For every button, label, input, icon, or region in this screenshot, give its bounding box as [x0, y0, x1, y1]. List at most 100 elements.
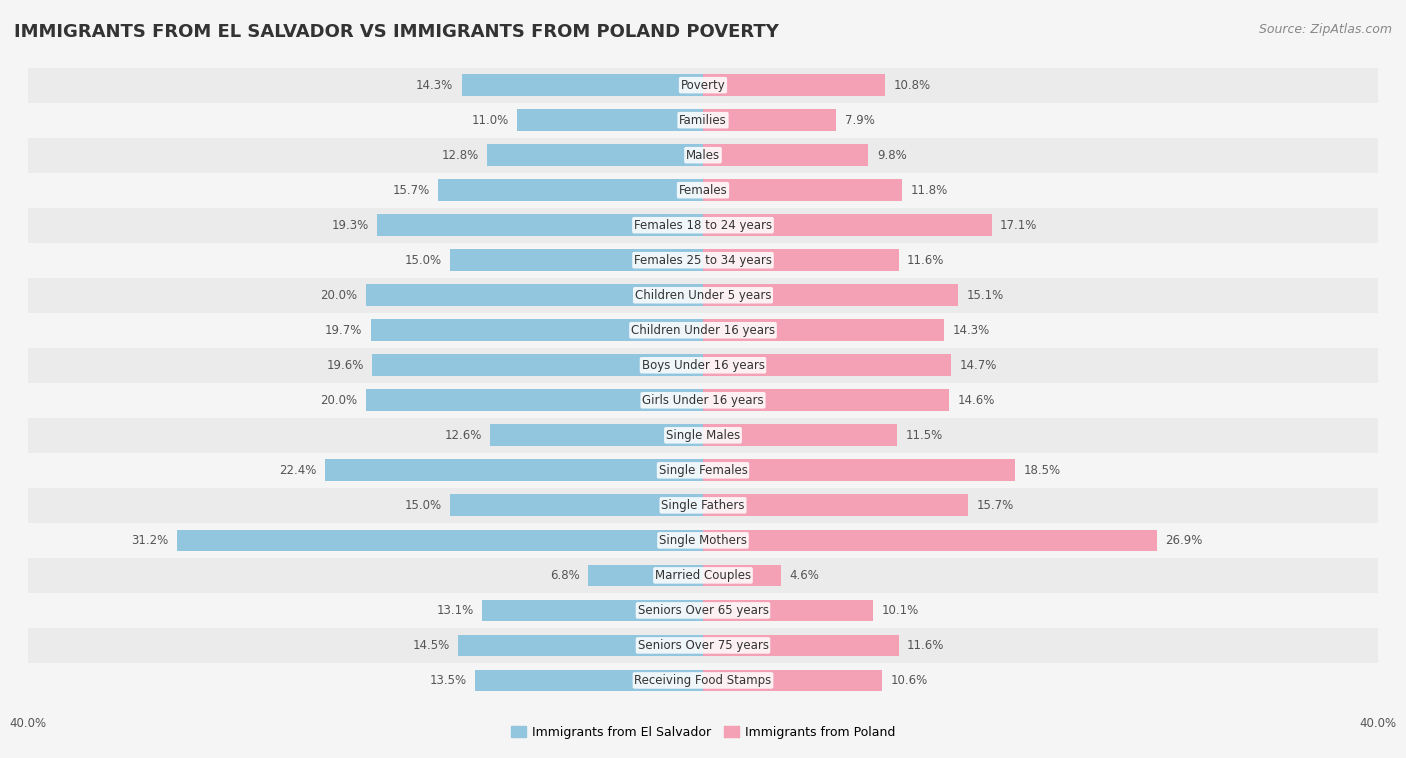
Text: Poverty: Poverty: [681, 79, 725, 92]
Bar: [703, 530, 1157, 551]
Bar: [28, 277, 1378, 313]
Text: 14.6%: 14.6%: [957, 394, 995, 407]
Bar: [703, 459, 1015, 481]
Bar: [28, 558, 1378, 593]
Bar: [703, 109, 837, 131]
Bar: [28, 663, 1378, 698]
Bar: [703, 249, 898, 271]
Bar: [28, 243, 1378, 277]
Text: 20.0%: 20.0%: [321, 289, 357, 302]
Text: 15.0%: 15.0%: [405, 254, 441, 267]
Text: Families: Families: [679, 114, 727, 127]
Bar: [28, 453, 1378, 488]
Text: 15.1%: 15.1%: [966, 289, 1004, 302]
Bar: [28, 67, 1378, 102]
Text: Seniors Over 65 years: Seniors Over 65 years: [637, 604, 769, 617]
Bar: [491, 424, 703, 446]
Bar: [366, 390, 703, 411]
Text: 20.0%: 20.0%: [321, 394, 357, 407]
Text: 19.7%: 19.7%: [325, 324, 363, 337]
Bar: [703, 390, 949, 411]
Text: 10.8%: 10.8%: [894, 79, 931, 92]
Text: Single Females: Single Females: [658, 464, 748, 477]
Text: 14.7%: 14.7%: [959, 359, 997, 371]
Text: 6.8%: 6.8%: [550, 569, 579, 582]
Text: 19.6%: 19.6%: [326, 359, 364, 371]
Text: 17.1%: 17.1%: [1000, 219, 1038, 232]
Bar: [703, 600, 873, 622]
Bar: [28, 418, 1378, 453]
Text: 15.7%: 15.7%: [392, 183, 430, 196]
Bar: [28, 383, 1378, 418]
Bar: [373, 355, 703, 376]
Text: 15.0%: 15.0%: [405, 499, 441, 512]
Bar: [703, 424, 897, 446]
Text: Females: Females: [679, 183, 727, 196]
Text: Females 18 to 24 years: Females 18 to 24 years: [634, 219, 772, 232]
Bar: [703, 284, 957, 306]
Text: 11.8%: 11.8%: [911, 183, 948, 196]
Bar: [439, 180, 703, 201]
Text: 18.5%: 18.5%: [1024, 464, 1060, 477]
Bar: [28, 173, 1378, 208]
Text: 11.0%: 11.0%: [472, 114, 509, 127]
Text: Females 25 to 34 years: Females 25 to 34 years: [634, 254, 772, 267]
Text: Single Fathers: Single Fathers: [661, 499, 745, 512]
Text: 31.2%: 31.2%: [131, 534, 169, 547]
Bar: [450, 494, 703, 516]
Bar: [28, 523, 1378, 558]
Bar: [703, 494, 967, 516]
Text: 11.6%: 11.6%: [907, 639, 945, 652]
Text: Married Couples: Married Couples: [655, 569, 751, 582]
Text: 13.1%: 13.1%: [436, 604, 474, 617]
Bar: [703, 634, 898, 656]
Legend: Immigrants from El Salvador, Immigrants from Poland: Immigrants from El Salvador, Immigrants …: [506, 721, 900, 744]
Text: 22.4%: 22.4%: [280, 464, 316, 477]
Bar: [28, 102, 1378, 138]
Bar: [450, 249, 703, 271]
Bar: [703, 144, 869, 166]
Text: Source: ZipAtlas.com: Source: ZipAtlas.com: [1258, 23, 1392, 36]
Bar: [703, 74, 886, 96]
Text: Children Under 5 years: Children Under 5 years: [634, 289, 772, 302]
Text: 12.8%: 12.8%: [441, 149, 478, 161]
Bar: [703, 355, 950, 376]
Text: Girls Under 16 years: Girls Under 16 years: [643, 394, 763, 407]
Bar: [588, 565, 703, 586]
Bar: [371, 319, 703, 341]
Bar: [482, 600, 703, 622]
Text: 10.6%: 10.6%: [890, 674, 928, 687]
Text: 7.9%: 7.9%: [845, 114, 875, 127]
Text: IMMIGRANTS FROM EL SALVADOR VS IMMIGRANTS FROM POLAND POVERTY: IMMIGRANTS FROM EL SALVADOR VS IMMIGRANT…: [14, 23, 779, 41]
Bar: [28, 348, 1378, 383]
Text: 14.3%: 14.3%: [416, 79, 453, 92]
Bar: [475, 669, 703, 691]
Text: 14.5%: 14.5%: [413, 639, 450, 652]
Bar: [458, 634, 703, 656]
Text: Children Under 16 years: Children Under 16 years: [631, 324, 775, 337]
Bar: [28, 488, 1378, 523]
Text: 11.6%: 11.6%: [907, 254, 945, 267]
Bar: [703, 180, 903, 201]
Bar: [703, 319, 945, 341]
Bar: [177, 530, 703, 551]
Bar: [461, 74, 703, 96]
Text: 26.9%: 26.9%: [1166, 534, 1202, 547]
Text: Single Males: Single Males: [666, 429, 740, 442]
Text: 9.8%: 9.8%: [877, 149, 907, 161]
Text: 19.3%: 19.3%: [332, 219, 368, 232]
Bar: [28, 593, 1378, 628]
Bar: [28, 208, 1378, 243]
Text: 13.5%: 13.5%: [430, 674, 467, 687]
Bar: [703, 565, 780, 586]
Text: Boys Under 16 years: Boys Under 16 years: [641, 359, 765, 371]
Text: Seniors Over 75 years: Seniors Over 75 years: [637, 639, 769, 652]
Bar: [703, 669, 882, 691]
Text: 15.7%: 15.7%: [976, 499, 1014, 512]
Text: Receiving Food Stamps: Receiving Food Stamps: [634, 674, 772, 687]
Text: 10.1%: 10.1%: [882, 604, 920, 617]
Bar: [28, 628, 1378, 663]
Text: 14.3%: 14.3%: [953, 324, 990, 337]
Bar: [325, 459, 703, 481]
Text: 4.6%: 4.6%: [789, 569, 818, 582]
